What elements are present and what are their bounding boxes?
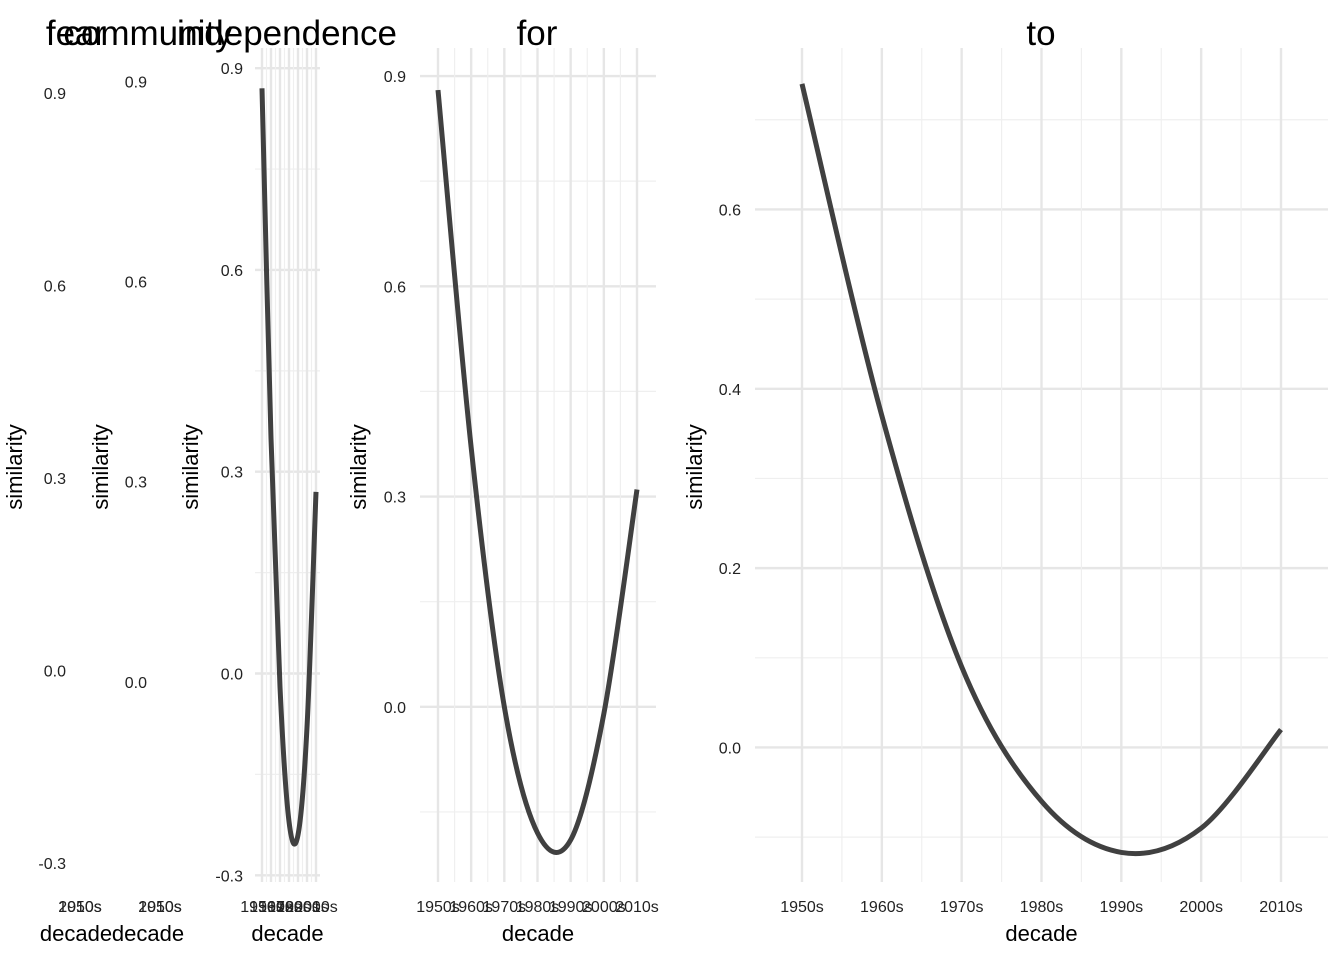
x-tick-label: 1950s bbox=[240, 899, 284, 916]
x-tick-label: 2010s bbox=[138, 899, 182, 916]
panel-title: to bbox=[1026, 14, 1055, 53]
panel-title: fear bbox=[46, 14, 107, 53]
y-tick-label: 0.0 bbox=[125, 675, 147, 692]
y-tick-label: 0.0 bbox=[719, 740, 741, 757]
x-tick-label: 1950s bbox=[780, 899, 824, 916]
y-axis-label: similarity bbox=[88, 424, 113, 510]
x-tick-label: 1980s bbox=[1020, 899, 1064, 916]
x-tick-label: 1950s bbox=[138, 899, 182, 916]
x-axis-label: decade bbox=[251, 921, 323, 946]
x-axis-label: decade bbox=[112, 921, 184, 946]
y-tick-label: 0.9 bbox=[384, 69, 406, 86]
y-tick-label: 0.0 bbox=[44, 663, 66, 680]
x-tick-label: 1950s bbox=[416, 899, 460, 916]
panel-independence: independence -0.3 0.0 0.3 0.6 0.9 similarity 19… bbox=[177, 14, 397, 946]
x-tick-label: 2010s bbox=[615, 899, 659, 916]
panel-title: for bbox=[517, 14, 558, 53]
panel-title: independence bbox=[177, 14, 397, 53]
x-tick-label: 2000s bbox=[1179, 899, 1223, 916]
x-tick-label: 1990s bbox=[276, 899, 320, 916]
y-tick-label: 0.3 bbox=[125, 475, 147, 492]
x-tick-label: 2010s bbox=[58, 899, 102, 916]
y-axis-label: similarity bbox=[2, 424, 27, 510]
x-axis-label: decade bbox=[40, 921, 112, 946]
x-axis-label: decade bbox=[1005, 921, 1077, 946]
y-tick-label: 0.9 bbox=[125, 74, 147, 91]
panel-title: community bbox=[63, 14, 233, 53]
y-tick-label: 0.6 bbox=[719, 202, 741, 219]
panel-to: to 0.0 0.2 0.4 0.6 similarity 1950s 1960s 1970s 1… bbox=[682, 14, 1328, 946]
x-tick-label: 1980s bbox=[267, 899, 311, 916]
x-tick-label: 1970s bbox=[940, 899, 984, 916]
y-tick-label: -0.3 bbox=[215, 868, 243, 885]
x-tick-label: 2010s bbox=[294, 899, 338, 916]
y-tick-label: 0.4 bbox=[719, 382, 741, 399]
y-axis-label: similarity bbox=[178, 424, 203, 510]
y-axis-label: similarity bbox=[346, 424, 371, 510]
y-tick-label: 0.2 bbox=[719, 561, 741, 578]
x-tick-label: 1960s bbox=[449, 899, 493, 916]
y-tick-label: 0.0 bbox=[384, 700, 406, 717]
x-tick-label: 1960s bbox=[860, 899, 904, 916]
y-tick-label: 0.9 bbox=[44, 86, 66, 103]
x-tick-label: 1970s bbox=[483, 899, 527, 916]
y-tick-label: 0.6 bbox=[125, 275, 147, 292]
x-tick-label: 1990s bbox=[549, 899, 593, 916]
panel-for: for 0.0 0.3 0.6 0.9 similarity 1950s1960s1970s… bbox=[346, 14, 659, 946]
series-line bbox=[799, 83, 1283, 857]
panel-community: community 0.0 0.3 0.6 0.9 similarity 1950s2010… bbox=[63, 14, 233, 946]
y-tick-label: 0.6 bbox=[384, 279, 406, 296]
x-tick-label: 2010s bbox=[1259, 899, 1303, 916]
x-axis-label: decade bbox=[502, 921, 574, 946]
panel-fear: fear -0.3 0.0 0.3 0.6 0.9 similarity 1950s2010s… bbox=[2, 14, 112, 946]
x-tick-label: 1950s bbox=[58, 899, 102, 916]
x-tick-label: 1990s bbox=[1100, 899, 1144, 916]
y-tick-label: 0.3 bbox=[44, 471, 66, 488]
y-tick-label: -0.3 bbox=[38, 856, 66, 873]
y-tick-label: 0.3 bbox=[384, 490, 406, 507]
x-tick-label: 2000s bbox=[285, 899, 329, 916]
y-tick-label: 0.3 bbox=[221, 465, 243, 482]
x-tick-label: 1970s bbox=[258, 899, 302, 916]
series-line bbox=[259, 88, 319, 847]
y-tick-label: 0.6 bbox=[44, 278, 66, 295]
y-axis-label: similarity bbox=[682, 424, 707, 510]
y-tick-label: 0.6 bbox=[221, 263, 243, 280]
y-tick-label: 0.9 bbox=[221, 61, 243, 78]
y-tick-label: 0.0 bbox=[221, 667, 243, 684]
x-tick-label: 1960s bbox=[249, 899, 293, 916]
series-line bbox=[435, 89, 640, 855]
x-tick-label: 1980s bbox=[516, 899, 560, 916]
x-tick-label: 2000s bbox=[582, 899, 626, 916]
